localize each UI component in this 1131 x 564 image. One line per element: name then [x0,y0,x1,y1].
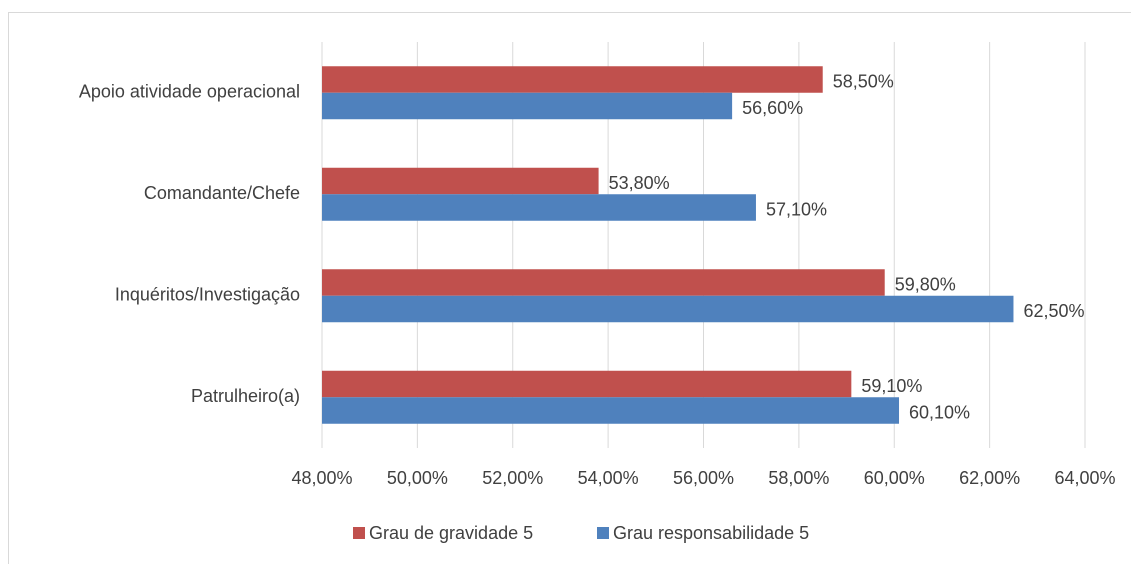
y-tick-label: Apoio atividade operacional [79,82,300,102]
x-tick-label: 60,00% [864,468,925,488]
x-tick-label: 56,00% [673,468,734,488]
value-label: 58,50% [833,71,894,91]
value-label: 60,10% [909,402,970,422]
value-label: 59,80% [895,274,956,294]
bar [322,167,599,195]
bar [322,269,885,296]
x-tick-label: 48,00% [291,468,352,488]
value-label: 57,10% [766,199,827,219]
legend-swatch [353,527,365,539]
y-tick-label: Inquéritos/Investigação [115,285,300,305]
legend-label: Grau responsabilidade 5 [613,523,809,543]
legend-swatch [597,527,609,539]
value-label: 59,10% [861,376,922,396]
x-tick-label: 54,00% [578,468,639,488]
x-tick-label: 52,00% [482,468,543,488]
x-tick-label: 62,00% [959,468,1020,488]
x-tick-label: 64,00% [1054,468,1115,488]
bar [322,370,852,398]
y-tick-label: Comandante/Chefe [144,183,300,203]
value-label: 62,50% [1023,301,1084,321]
bar [322,397,900,424]
y-tick-label: Patrulheiro(a) [191,386,300,406]
value-label: 53,80% [609,173,670,193]
x-tick-label: 58,00% [768,468,829,488]
value-label: 56,60% [742,98,803,118]
chart-border [8,12,1131,564]
x-tick-label: 50,00% [387,468,448,488]
bar [322,194,756,221]
legend-label: Grau de gravidade 5 [369,523,533,543]
bar [322,92,733,120]
bar [322,66,823,93]
bar [322,295,1014,323]
